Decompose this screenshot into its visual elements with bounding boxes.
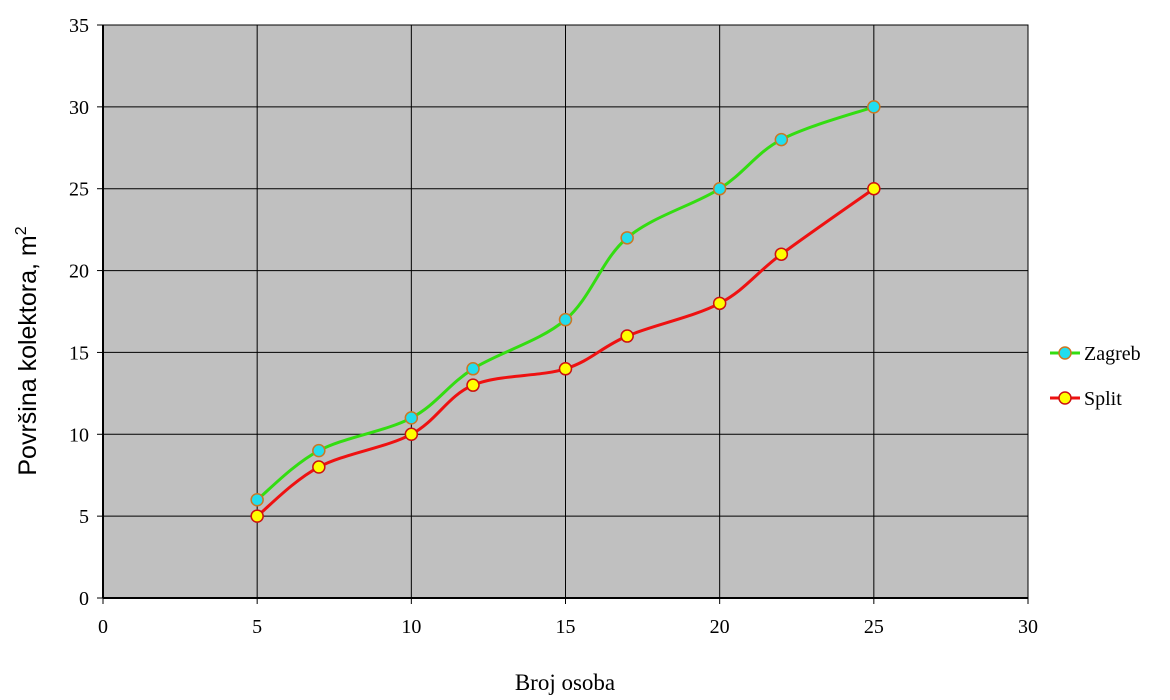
x-tick-label: 5 — [252, 616, 262, 638]
y-tick-label: 20 — [69, 261, 89, 283]
data-point-split — [620, 329, 634, 343]
data-point-zagreb — [558, 312, 573, 327]
y-tick-label: 25 — [69, 179, 89, 201]
legend-label-split: Split — [1084, 388, 1122, 410]
data-point-split — [312, 460, 326, 474]
y-axis-label: Površina kolektora, m2 — [13, 226, 42, 475]
x-axis-ticks: 0 5 10 15 20 25 30 — [98, 598, 1038, 638]
series-group — [250, 100, 881, 523]
data-point-split — [466, 378, 480, 392]
data-point-split — [867, 181, 881, 196]
legend-item-zagreb: Zagreb — [1050, 343, 1141, 365]
data-point-zagreb — [312, 443, 326, 458]
x-tick-label: 20 — [710, 616, 730, 638]
series-zagreb — [250, 100, 881, 507]
data-point-split — [774, 247, 789, 261]
data-point-zagreb — [250, 493, 264, 507]
data-point-zagreb — [466, 362, 480, 376]
data-point-zagreb — [867, 100, 881, 114]
y-tick-label: 5 — [79, 506, 89, 528]
x-tick-label: 10 — [401, 616, 421, 638]
y-tick-label: 0 — [79, 588, 89, 610]
legend-marker-zagreb — [1058, 346, 1072, 360]
y-axis-label-text: Površina kolektora, m — [14, 235, 42, 475]
y-tick-label: 10 — [69, 424, 89, 446]
y-tick-label: 30 — [69, 97, 89, 119]
legend-marker-split — [1058, 391, 1072, 405]
x-tick-label: 30 — [1018, 616, 1038, 638]
data-point-zagreb — [774, 132, 789, 147]
series-split — [250, 181, 881, 523]
data-point-zagreb — [620, 231, 634, 245]
y-tick-label: 15 — [69, 342, 89, 364]
data-point-split — [558, 362, 573, 376]
x-tick-label: 15 — [556, 616, 576, 638]
data-point-split — [404, 427, 419, 442]
data-point-split — [712, 296, 727, 311]
data-point-zagreb — [404, 411, 419, 425]
data-point-zagreb — [712, 181, 727, 196]
y-axis-ticks: 0 5 10 15 20 25 30 35 — [69, 15, 103, 610]
legend-label-zagreb: Zagreb — [1084, 343, 1141, 365]
legend-item-split: Split — [1050, 388, 1122, 410]
x-tick-label: 25 — [864, 616, 884, 638]
x-axis-label: Broj osoba — [515, 670, 615, 695]
legend: Zagreb Split — [1050, 343, 1141, 410]
x-tick-label: 0 — [98, 616, 108, 638]
data-point-split — [250, 509, 264, 523]
y-axis-label-superscript: 2 — [13, 226, 30, 235]
y-tick-label: 35 — [69, 15, 89, 37]
